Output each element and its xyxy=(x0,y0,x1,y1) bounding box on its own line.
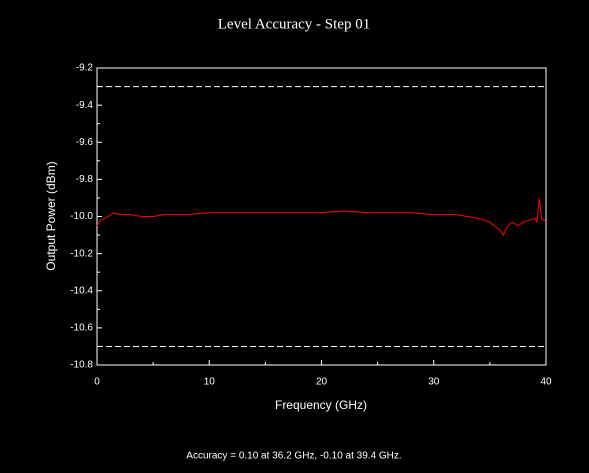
y-tick-label: -9.8 xyxy=(76,174,94,185)
x-axis-label: Frequency (GHz) xyxy=(275,398,367,412)
y-tick-label: -9.4 xyxy=(76,100,94,111)
y-tick-label: -10.0 xyxy=(70,211,93,222)
y-tick-label: -10.2 xyxy=(70,248,93,259)
x-tick-label: 20 xyxy=(316,377,328,388)
data-line xyxy=(96,197,547,237)
x-tick-label: 30 xyxy=(428,377,440,388)
y-tick-label: -9.2 xyxy=(76,63,94,74)
y-axis-label: Output Power (dBm) xyxy=(44,161,58,270)
x-tick-label: 10 xyxy=(204,377,216,388)
x-tick-label: 0 xyxy=(94,377,100,388)
chart-title: Level Accuracy - Step 01 xyxy=(218,16,370,32)
y-tick-label: -10.8 xyxy=(70,360,93,371)
annotation: Accuracy = 0.10 at 36.2 GHz, -0.10 at 39… xyxy=(186,451,401,462)
y-tick-label: -10.6 xyxy=(70,323,93,334)
x-tick-label: 40 xyxy=(540,377,552,388)
y-tick-label: -10.4 xyxy=(70,285,93,296)
plot-frame xyxy=(96,67,547,366)
y-tick-label: -9.6 xyxy=(76,137,94,148)
